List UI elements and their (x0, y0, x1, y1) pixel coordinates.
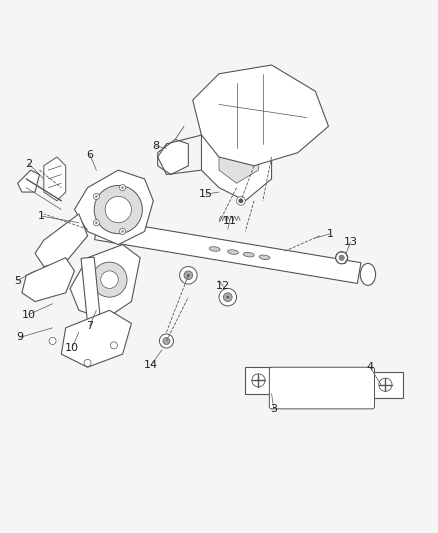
Circle shape (223, 293, 232, 302)
Text: 9: 9 (16, 333, 23, 343)
Circle shape (159, 334, 173, 348)
Polygon shape (22, 258, 74, 302)
Circle shape (120, 184, 126, 191)
Circle shape (93, 193, 99, 199)
Polygon shape (18, 170, 39, 192)
Polygon shape (245, 367, 272, 393)
Text: 1: 1 (327, 229, 334, 239)
Circle shape (184, 271, 193, 280)
Circle shape (84, 359, 91, 366)
Circle shape (120, 229, 126, 235)
Polygon shape (158, 140, 188, 174)
Polygon shape (70, 245, 140, 319)
Text: 1: 1 (38, 211, 45, 221)
Polygon shape (95, 219, 361, 284)
Circle shape (187, 274, 190, 277)
Circle shape (105, 197, 131, 223)
Ellipse shape (209, 247, 220, 251)
Polygon shape (193, 65, 328, 166)
Circle shape (110, 342, 117, 349)
Text: 8: 8 (152, 141, 159, 151)
Circle shape (92, 262, 127, 297)
Circle shape (339, 255, 344, 260)
Circle shape (226, 296, 229, 298)
Text: 12: 12 (216, 281, 230, 291)
Circle shape (94, 185, 142, 233)
Circle shape (163, 337, 170, 344)
Text: 11: 11 (223, 215, 237, 225)
Circle shape (336, 252, 348, 264)
Circle shape (95, 221, 98, 224)
Circle shape (237, 197, 245, 205)
Text: 5: 5 (14, 276, 21, 286)
Text: 10: 10 (65, 343, 79, 352)
Text: 7: 7 (86, 321, 93, 330)
Circle shape (121, 230, 124, 233)
Ellipse shape (228, 250, 238, 254)
Circle shape (95, 195, 98, 198)
Polygon shape (201, 100, 272, 201)
Text: 14: 14 (144, 360, 158, 370)
Polygon shape (74, 170, 153, 245)
FancyBboxPatch shape (269, 367, 374, 409)
Text: 4: 4 (367, 362, 374, 372)
Polygon shape (372, 372, 403, 398)
Circle shape (219, 288, 237, 306)
Circle shape (252, 374, 265, 387)
Circle shape (379, 378, 392, 391)
Polygon shape (81, 257, 103, 346)
Text: 15: 15 (199, 189, 213, 199)
Ellipse shape (360, 263, 375, 285)
Text: 10: 10 (21, 310, 35, 320)
Ellipse shape (244, 253, 254, 257)
Circle shape (121, 187, 124, 189)
Polygon shape (35, 214, 88, 266)
Circle shape (93, 220, 99, 226)
Polygon shape (61, 310, 131, 367)
Text: 3: 3 (270, 404, 277, 414)
Text: 2: 2 (25, 159, 32, 168)
Polygon shape (254, 376, 386, 393)
Circle shape (180, 266, 197, 284)
Circle shape (239, 199, 243, 203)
Polygon shape (44, 157, 66, 201)
Text: 13: 13 (343, 237, 357, 247)
Text: 6: 6 (86, 150, 93, 160)
Circle shape (101, 271, 118, 288)
Polygon shape (219, 113, 263, 183)
Ellipse shape (259, 255, 270, 260)
Circle shape (49, 337, 56, 344)
